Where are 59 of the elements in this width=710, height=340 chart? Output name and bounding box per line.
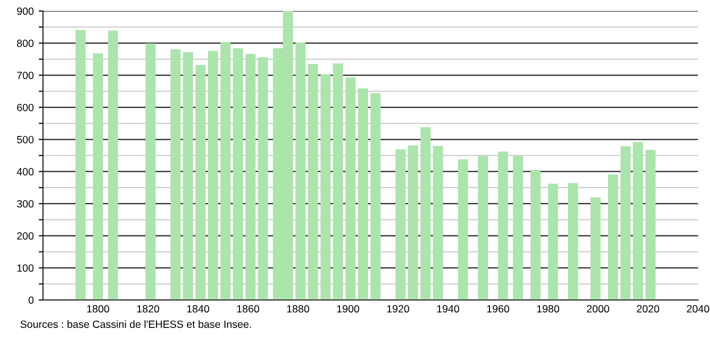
x-tick-label: 1820 xyxy=(137,305,160,313)
x-tick-label: 2020 xyxy=(636,305,660,313)
bar xyxy=(208,50,218,300)
bar xyxy=(433,146,443,300)
x-tick-label: 1980 xyxy=(537,305,560,313)
bar xyxy=(620,146,630,300)
y-tick-label: 0 xyxy=(28,296,34,304)
bar xyxy=(358,88,368,300)
bar xyxy=(396,149,406,300)
bar xyxy=(530,170,540,300)
y-tick-label: 400 xyxy=(16,168,34,176)
y-tick-label: 500 xyxy=(17,136,34,144)
x-tick-label: 1920 xyxy=(387,305,410,313)
bar xyxy=(346,77,356,300)
bar xyxy=(458,159,468,300)
bar xyxy=(308,64,318,300)
x-tick-label: 2040 xyxy=(686,305,710,313)
bar xyxy=(548,184,558,300)
bar xyxy=(370,93,380,300)
bar xyxy=(590,197,600,300)
y-tick-label: 200 xyxy=(17,232,34,240)
bar xyxy=(93,53,103,300)
y-tick-label: 900 xyxy=(17,8,34,15)
x-tick-label: 1880 xyxy=(287,305,310,313)
bar xyxy=(320,74,330,300)
x-tick-label: 1940 xyxy=(437,305,460,313)
y-tick-label: 700 xyxy=(17,72,34,80)
bar xyxy=(420,127,430,300)
y-tick-label: 300 xyxy=(16,200,34,208)
bar xyxy=(220,42,230,300)
source-note: Sources : base Cassini de l'EHESS et base Insee. xyxy=(20,320,251,328)
x-tick-label: 1840 xyxy=(187,305,210,313)
bar xyxy=(258,57,268,300)
x-tick-label: 1900 xyxy=(337,305,360,313)
y-tick-label: 800 xyxy=(17,40,34,47)
bar xyxy=(478,156,488,300)
bar xyxy=(76,30,86,300)
bar xyxy=(568,183,578,300)
x-tick-label: 1960 xyxy=(487,305,510,313)
bar xyxy=(646,150,656,300)
bar xyxy=(170,49,180,300)
bar xyxy=(498,152,508,300)
x-tick-label: 1860 xyxy=(237,305,260,313)
x-tick-label: 2000 xyxy=(586,305,610,313)
bar xyxy=(108,30,118,300)
bar xyxy=(296,42,306,300)
x-tick-label: 1800 xyxy=(87,305,110,313)
y-tick-label: 100 xyxy=(17,264,34,272)
bar xyxy=(408,146,418,300)
bar xyxy=(183,52,193,300)
bar xyxy=(233,48,243,300)
bar xyxy=(333,63,343,300)
bar xyxy=(513,156,523,300)
bar xyxy=(196,64,206,300)
bar xyxy=(246,54,256,300)
bar xyxy=(608,174,618,300)
y-tick-label: 600 xyxy=(17,104,34,112)
bar xyxy=(633,142,643,300)
bar xyxy=(146,43,156,300)
